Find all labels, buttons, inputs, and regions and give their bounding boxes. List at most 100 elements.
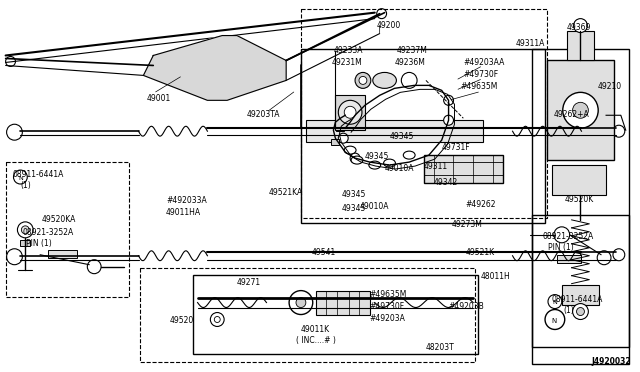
Ellipse shape — [369, 161, 381, 169]
Circle shape — [344, 106, 356, 118]
Text: #49635M: #49635M — [370, 290, 407, 299]
Circle shape — [573, 19, 588, 33]
Circle shape — [296, 298, 306, 308]
Text: 49210: 49210 — [597, 82, 621, 92]
Circle shape — [21, 226, 29, 234]
Text: 49345: 49345 — [390, 132, 414, 141]
Circle shape — [211, 312, 224, 327]
Text: 49237M: 49237M — [396, 45, 428, 55]
Text: #49203AA: #49203AA — [463, 58, 505, 67]
Text: 49203TA: 49203TA — [247, 110, 280, 119]
Text: #49203A: #49203A — [370, 314, 406, 323]
Ellipse shape — [372, 73, 396, 89]
Circle shape — [13, 170, 28, 184]
Circle shape — [359, 76, 367, 84]
Circle shape — [214, 317, 220, 323]
Text: 49731F: 49731F — [442, 143, 470, 152]
Text: 49369: 49369 — [566, 23, 591, 32]
Text: 49200: 49200 — [377, 20, 401, 30]
Bar — [547, 61, 614, 160]
Text: 49342: 49342 — [434, 178, 458, 187]
Circle shape — [597, 251, 611, 265]
Text: #492033A: #492033A — [166, 196, 207, 205]
Circle shape — [613, 249, 625, 261]
Text: 08911-6441A: 08911-6441A — [552, 295, 604, 304]
Text: 49311: 49311 — [424, 162, 448, 171]
Text: #49730F: #49730F — [463, 70, 499, 80]
Circle shape — [340, 110, 350, 120]
Bar — [532, 215, 628, 364]
Circle shape — [554, 227, 570, 243]
Text: 49233A: 49233A — [333, 45, 363, 55]
Bar — [20, 240, 30, 246]
Bar — [343, 105, 351, 111]
Bar — [566, 31, 595, 61]
Circle shape — [6, 249, 22, 265]
Bar — [332, 139, 339, 145]
Circle shape — [17, 222, 33, 238]
Text: 08921-3252A: 08921-3252A — [22, 228, 74, 237]
Bar — [301, 48, 545, 223]
Text: N: N — [18, 176, 23, 180]
Text: 49273M: 49273M — [452, 220, 483, 229]
Circle shape — [339, 100, 362, 124]
Text: PIN (1): PIN (1) — [548, 243, 573, 252]
Text: 49236M: 49236M — [394, 58, 426, 67]
Bar — [301, 9, 547, 218]
Bar — [562, 285, 599, 305]
Circle shape — [6, 124, 22, 140]
Bar — [424, 155, 502, 183]
Bar — [335, 95, 365, 130]
Text: 49262+A: 49262+A — [554, 110, 589, 119]
Circle shape — [613, 125, 625, 137]
Text: #49262: #49262 — [465, 200, 496, 209]
Circle shape — [548, 295, 562, 308]
Text: #49730F: #49730F — [370, 302, 405, 311]
Text: PIN (1): PIN (1) — [26, 239, 52, 248]
Text: 49520KA: 49520KA — [42, 215, 76, 224]
Circle shape — [563, 92, 598, 128]
Circle shape — [339, 133, 348, 143]
Text: 49520K: 49520K — [564, 195, 594, 204]
Circle shape — [350, 153, 360, 163]
Bar — [337, 125, 344, 131]
Bar — [6, 162, 129, 296]
Circle shape — [444, 115, 454, 125]
Text: 49541: 49541 — [312, 248, 336, 257]
Polygon shape — [143, 36, 286, 100]
Circle shape — [577, 308, 584, 315]
Ellipse shape — [351, 156, 363, 164]
Text: 48203T: 48203T — [426, 343, 454, 352]
Circle shape — [377, 9, 387, 19]
Text: 49520: 49520 — [170, 315, 195, 324]
Circle shape — [355, 73, 371, 89]
Text: 49001: 49001 — [147, 94, 171, 103]
Text: 08911-6441A: 08911-6441A — [13, 170, 64, 179]
Text: N: N — [551, 318, 556, 324]
Text: 49011HA: 49011HA — [166, 208, 201, 217]
Text: 49271: 49271 — [237, 278, 261, 287]
Circle shape — [87, 260, 101, 274]
Text: 49011K: 49011K — [301, 326, 330, 334]
Circle shape — [573, 304, 588, 320]
Text: (1): (1) — [564, 305, 575, 315]
Circle shape — [289, 291, 313, 314]
Ellipse shape — [383, 159, 396, 167]
Circle shape — [6, 57, 15, 67]
Circle shape — [573, 102, 588, 118]
Ellipse shape — [344, 146, 356, 154]
Bar — [306, 120, 483, 142]
Text: 49345: 49345 — [341, 204, 365, 213]
Text: 49521K: 49521K — [465, 248, 495, 257]
Text: #49203B: #49203B — [449, 302, 484, 311]
Bar — [140, 268, 475, 362]
Text: (1): (1) — [20, 181, 31, 190]
Circle shape — [545, 310, 564, 330]
Text: N: N — [552, 300, 557, 305]
Bar — [532, 48, 628, 347]
Text: ( INC....# ): ( INC....# ) — [296, 336, 336, 346]
Text: J4920032: J4920032 — [591, 357, 631, 366]
Text: 49010A: 49010A — [360, 202, 390, 211]
Ellipse shape — [401, 73, 417, 89]
Text: 48011H: 48011H — [481, 272, 511, 281]
